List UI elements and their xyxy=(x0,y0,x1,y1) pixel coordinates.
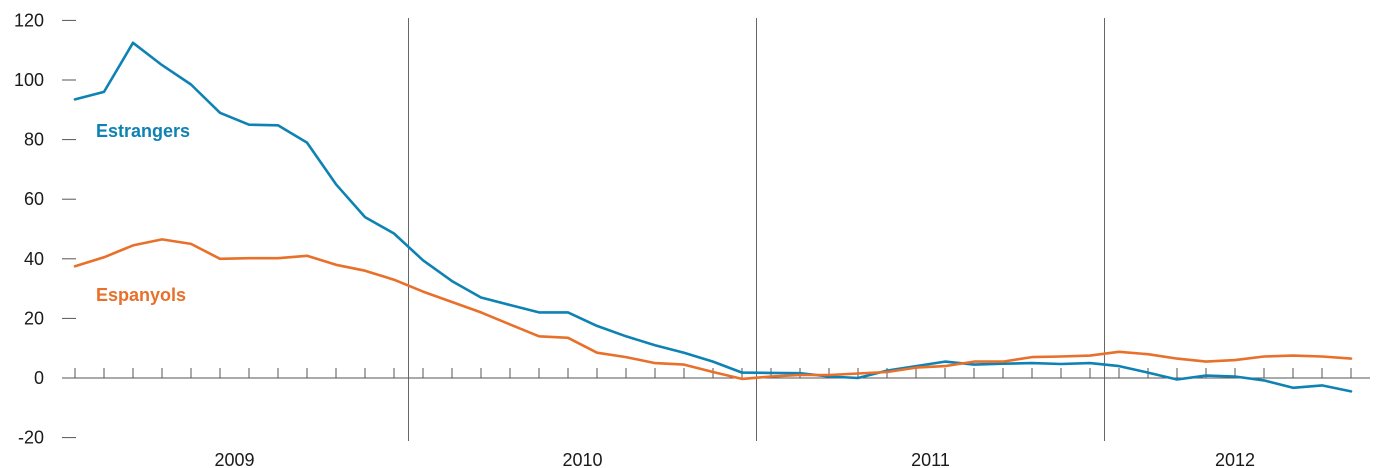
x-year-label: 2010 xyxy=(562,450,602,468)
series-line-espanyols xyxy=(73,238,1353,381)
y-tick-label: 60 xyxy=(24,189,44,209)
axes: -20 0 20 40 60 80 100 120 2009 2010 2011 2012 xyxy=(14,10,1370,468)
series-lines xyxy=(73,41,1353,393)
x-year-label: 2011 xyxy=(911,450,950,468)
y-tick-label: 40 xyxy=(24,249,44,269)
x-year-label: 2012 xyxy=(1215,450,1255,468)
series-labels: Estrangers Espanyols xyxy=(96,121,190,305)
y-tick-label: 0 xyxy=(34,368,44,388)
y-tick-label: 120 xyxy=(14,10,44,30)
series-label-estrangers: Estrangers xyxy=(96,121,190,141)
y-tick-label: -20 xyxy=(18,428,44,448)
y-tick-label: 20 xyxy=(24,308,44,328)
series-label-espanyols: Espanyols xyxy=(96,285,186,305)
y-tick-label: 100 xyxy=(14,70,44,90)
x-year-label: 2009 xyxy=(214,450,254,468)
y-tick-label: 80 xyxy=(24,130,44,150)
series-line-estrangers xyxy=(73,41,1353,393)
